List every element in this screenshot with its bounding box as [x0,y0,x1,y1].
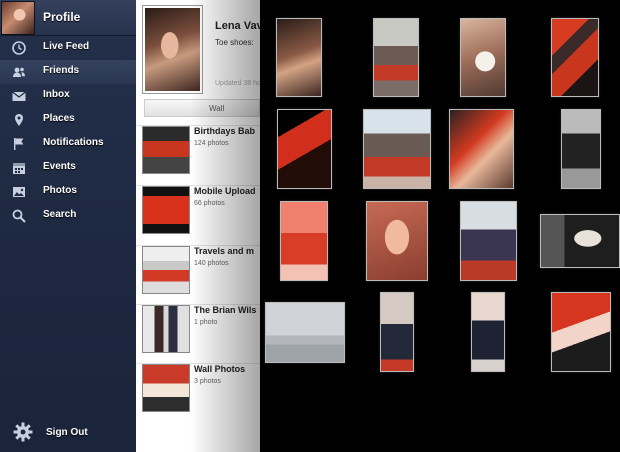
photo-thumbnail[interactable] [551,18,599,97]
album-thumbnail [142,186,190,234]
album-photo-count: 124 photos [194,140,229,147]
envelope-icon [12,89,26,103]
friends-icon [12,65,26,79]
sidebar-item-label: Events [43,161,76,172]
photo-grid [260,0,620,452]
sidebar-item-places[interactable]: Places [0,108,136,132]
album-thumbnail [142,246,190,294]
friend-name[interactable]: Lena Vav [215,20,260,32]
tab-wall[interactable]: Wall [209,104,225,113]
photo-thumbnail[interactable] [277,109,332,189]
album-photo-count: 1 photo [194,319,218,326]
photo-thumbnail[interactable] [280,201,328,281]
friend-updated-time: Updated 38 hours [215,80,260,87]
photo-thumbnail[interactable] [276,18,322,97]
sidebar-item-label: Places [43,113,75,124]
sign-out-button[interactable]: Sign Out [0,420,136,446]
album-title: Travels and m [194,246,255,256]
photo-thumbnail[interactable] [471,292,505,372]
photo-thumbnail[interactable] [460,18,506,97]
gear-icon [13,422,33,442]
photo-thumbnail[interactable] [366,201,428,281]
photo-thumbnail[interactable] [363,109,431,189]
sidebar-item-label: Live Feed [43,41,90,52]
photo-thumbnail[interactable] [380,292,414,372]
profile-header[interactable]: Profile [0,0,136,36]
album-list-item[interactable]: The Brian Wils 1 photo [136,304,260,362]
photo-thumbnail[interactable] [551,292,611,372]
album-photo-count: 66 photos [194,200,225,207]
album-list-item[interactable]: Wall Photos 3 photos [136,363,260,421]
sidebar-item-label: Friends [43,65,80,76]
flag-icon [12,137,26,151]
sidebar-item-label: Notifications [43,137,104,148]
album-title: Wall Photos [194,364,246,374]
album-photo-count: 3 photos [194,378,221,385]
avatar[interactable] [1,1,35,35]
album-thumbnail [142,126,190,174]
photo-thumbnail[interactable] [373,18,419,97]
friend-profile-panel: Lena Vav Toe shoes: Updated 38 hours Wal… [136,0,260,452]
clock-icon [12,41,26,55]
album-title: Birthdays Bab [194,126,256,136]
sidebar: Profile Live Feed Friends Inbox Places N… [0,0,136,452]
photo-thumbnail[interactable] [265,302,345,363]
sidebar-item-inbox[interactable]: Inbox [0,84,136,108]
sidebar-item-events[interactable]: Events [0,156,136,180]
album-title: Mobile Upload [194,186,256,196]
photo-thumbnail[interactable] [540,214,620,268]
sidebar-item-friends[interactable]: Friends [0,60,136,84]
photo-thumbnail[interactable] [449,109,514,189]
profile-label: Profile [43,10,81,24]
album-thumbnail [142,364,190,412]
calendar-icon [12,161,26,175]
photos-icon [12,185,26,199]
profile-tab-bar: Wall [144,99,260,117]
album-list-item[interactable]: Mobile Upload 66 photos [136,185,260,243]
album-title: The Brian Wils [194,305,257,315]
album-list-item[interactable]: Birthdays Bab 124 photos [136,125,260,183]
album-list-item[interactable]: Travels and m 140 photos [136,245,260,303]
sidebar-item-label: Inbox [43,89,70,100]
album-thumbnail [142,305,190,353]
sign-out-label: Sign Out [46,427,88,438]
map-pin-icon [12,113,26,127]
sidebar-item-search[interactable]: Search [0,204,136,228]
sidebar-item-notifications[interactable]: Notifications [0,132,136,156]
photo-thumbnail[interactable] [460,201,517,281]
friend-status: Toe shoes: [215,38,254,47]
sidebar-item-photos[interactable]: Photos [0,180,136,204]
album-photo-count: 140 photos [194,260,229,267]
friend-profile-photo[interactable] [142,5,203,94]
search-icon [12,209,26,223]
sidebar-item-label: Search [43,209,77,220]
sidebar-item-label: Photos [43,185,77,196]
photo-thumbnail[interactable] [561,109,601,189]
sidebar-item-live-feed[interactable]: Live Feed [0,36,136,60]
